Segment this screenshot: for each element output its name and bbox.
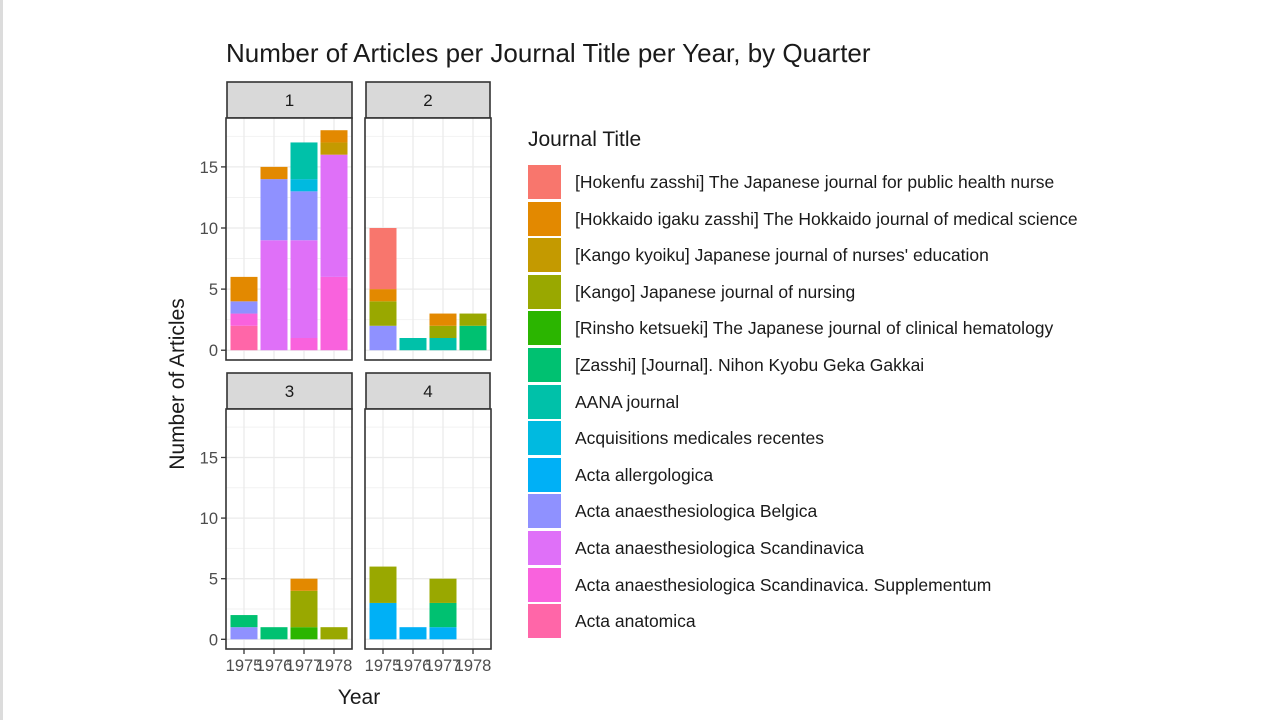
bar-segment bbox=[290, 590, 318, 628]
y-tick-label: 15 bbox=[200, 159, 218, 177]
legend-label: [Zasshi] [Journal]. Nihon Kyobu Geka Gak… bbox=[575, 354, 925, 375]
legend-swatch bbox=[528, 530, 561, 565]
panel-background bbox=[226, 409, 352, 649]
legend-title: Journal Title bbox=[528, 128, 642, 151]
bar-segment bbox=[290, 578, 318, 591]
legend-label: [Hokenfu zasshi] The Japanese journal fo… bbox=[575, 172, 1055, 192]
bar-segment bbox=[429, 602, 457, 628]
bar-segment bbox=[290, 627, 318, 640]
legend-swatch bbox=[528, 165, 561, 199]
bar-segment bbox=[260, 179, 288, 241]
bar-segment bbox=[369, 289, 397, 302]
bar-segment bbox=[429, 313, 457, 326]
page-left-edge bbox=[0, 0, 3, 720]
bar-segment bbox=[369, 566, 397, 603]
bar-segment bbox=[290, 179, 318, 192]
bar-segment bbox=[290, 191, 318, 241]
bar-segment bbox=[230, 313, 258, 326]
legend-label: [Rinsho ketsueki] The Japanese journal o… bbox=[575, 318, 1054, 339]
y-tick-label: 10 bbox=[200, 220, 218, 238]
bar-segment bbox=[429, 578, 457, 603]
y-tick-label: 0 bbox=[209, 631, 218, 649]
y-tick-label: 15 bbox=[200, 449, 218, 467]
bar-segment bbox=[320, 154, 348, 277]
bar-segment bbox=[320, 130, 348, 143]
legend-swatch bbox=[528, 604, 561, 639]
legend-swatch bbox=[528, 567, 561, 602]
x-tick-label: 1976 bbox=[395, 657, 432, 675]
bar-segment bbox=[399, 338, 427, 351]
legend-swatch bbox=[528, 347, 561, 382]
bar-segment bbox=[369, 228, 397, 290]
y-axis-title: Number of Articles bbox=[166, 298, 189, 470]
legend-label: [Kango kyoiku] Japanese journal of nurse… bbox=[575, 245, 989, 266]
bar-segment bbox=[260, 166, 288, 180]
legend-swatch bbox=[528, 274, 561, 309]
x-tick-label: 1977 bbox=[425, 657, 462, 675]
x-axis-title: Year bbox=[338, 686, 380, 709]
bar-segment bbox=[290, 142, 318, 180]
y-tick-label: 0 bbox=[209, 342, 218, 360]
bar-segment bbox=[230, 627, 258, 640]
legend-label: Acta allergologica bbox=[575, 464, 714, 485]
legend-swatch bbox=[528, 201, 561, 236]
legend-label: [Kango] Japanese journal of nursing bbox=[575, 281, 856, 302]
legend-label: Acquisitions medicales recentes bbox=[575, 428, 825, 449]
panel-border bbox=[364, 408, 492, 650]
panel-border bbox=[225, 408, 353, 650]
legend-swatch bbox=[528, 238, 561, 273]
x-tick-label: 1977 bbox=[286, 657, 323, 675]
facet-strip bbox=[365, 81, 491, 119]
legend-label: Acta anaesthesiologica Scandinavica bbox=[575, 537, 864, 558]
legend-label: [Hokkaido igaku zasshi] The Hokkaido jou… bbox=[575, 208, 1078, 229]
bar-segment bbox=[260, 240, 288, 351]
panel-border bbox=[225, 117, 353, 361]
bar-segment bbox=[459, 313, 487, 326]
x-tick-label: 1975 bbox=[365, 657, 402, 675]
y-tick-label: 5 bbox=[209, 571, 218, 589]
facet-strip-label: 4 bbox=[423, 382, 432, 401]
bar-segment bbox=[429, 627, 457, 640]
legend-swatch bbox=[528, 311, 561, 346]
legend-label: Acta anaesthesiologica Belgica bbox=[575, 501, 818, 522]
bar-segment bbox=[369, 602, 397, 640]
legend-swatch bbox=[528, 494, 561, 529]
panel-border bbox=[364, 117, 492, 361]
bar-segment bbox=[369, 325, 397, 351]
bar-segment bbox=[320, 142, 348, 155]
bar-segment bbox=[290, 240, 318, 338]
bar-segment bbox=[230, 615, 258, 628]
bar-segment bbox=[230, 301, 258, 314]
facet-strip-label: 2 bbox=[423, 91, 432, 110]
bar-segment bbox=[369, 301, 397, 326]
facet-strip bbox=[226, 372, 353, 410]
y-tick-label: 5 bbox=[209, 281, 218, 299]
legend-label: Acta anaesthesiologica Scandinavica. Sup… bbox=[575, 574, 992, 595]
x-tick-label: 1975 bbox=[226, 657, 263, 675]
legend-label: AANA journal bbox=[575, 391, 680, 412]
bar-segment bbox=[459, 325, 487, 351]
chart-title: Number of Articles per Journal Title per… bbox=[226, 38, 871, 68]
bar-segment bbox=[290, 338, 318, 351]
x-tick-label: 1976 bbox=[256, 657, 293, 675]
x-tick-label: 1978 bbox=[455, 657, 492, 675]
facet-strip-label: 1 bbox=[285, 91, 294, 110]
y-tick-label: 10 bbox=[200, 510, 218, 528]
bar-segment bbox=[320, 276, 348, 351]
bar-segment bbox=[320, 627, 348, 640]
bar-segment bbox=[260, 627, 288, 640]
legend-swatch bbox=[528, 384, 561, 419]
x-tick-label: 1978 bbox=[316, 657, 353, 675]
legend-swatch bbox=[528, 457, 561, 492]
legend-label: Acta anatomica bbox=[575, 611, 696, 632]
bar-segment bbox=[230, 325, 258, 351]
bar-segment bbox=[399, 627, 427, 640]
bar-segment bbox=[429, 338, 457, 351]
bar-segment bbox=[230, 276, 258, 302]
legend-swatch bbox=[528, 421, 561, 456]
facet-strip bbox=[226, 81, 353, 119]
facet-strip-label: 3 bbox=[285, 382, 294, 401]
bar-segment bbox=[429, 325, 457, 338]
